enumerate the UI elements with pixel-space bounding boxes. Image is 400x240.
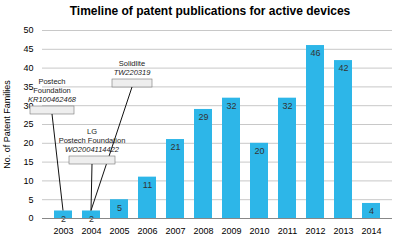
svg-text:20: 20: [254, 146, 264, 156]
svg-text:32: 32: [226, 101, 236, 111]
svg-text:2008: 2008: [193, 226, 213, 236]
html-text:Timeline of patent publication: Timeline of patent publications for acti…: [69, 4, 351, 18]
svg-text:2011: 2011: [278, 226, 297, 236]
svg-text:45: 45: [23, 44, 33, 54]
svg-text:PostechFoundationKR100462468: PostechFoundationKR100462468: [28, 77, 77, 104]
svg-text:29: 29: [198, 112, 208, 122]
svg-text:20: 20: [23, 138, 33, 148]
svg-text:46: 46: [310, 48, 320, 58]
svg-text:2003: 2003: [53, 226, 73, 236]
svg-text:LGPostech FoundationWO20041144: LGPostech FoundationWO2004114422: [59, 127, 126, 154]
svg-text:2012: 2012: [305, 226, 325, 236]
svg-text:0: 0: [28, 213, 33, 223]
svg-text:2009: 2009: [221, 226, 241, 236]
svg-text:2004: 2004: [81, 226, 101, 236]
svg-text:2: 2: [89, 213, 94, 224]
svg-text:15: 15: [23, 157, 33, 167]
svg-text:11: 11: [143, 180, 152, 190]
svg-text:50: 50: [23, 25, 33, 35]
svg-text:42: 42: [338, 63, 348, 73]
svg-text:2006: 2006: [137, 226, 157, 236]
svg-text:5: 5: [117, 203, 122, 213]
svg-text:10: 10: [23, 176, 33, 186]
svg-text:SolidliteTW220319: SolidliteTW220319: [114, 59, 152, 77]
svg-text:30: 30: [23, 100, 34, 111]
svg-text:2005: 2005: [109, 226, 129, 236]
svg-text:2: 2: [61, 213, 66, 224]
svg-text:2007: 2007: [165, 226, 185, 236]
svg-text:32: 32: [282, 101, 292, 111]
svg-text:25: 25: [23, 119, 33, 129]
svg-text:2014: 2014: [361, 226, 381, 236]
svg-text:21: 21: [170, 142, 180, 152]
svg-text:35: 35: [23, 82, 33, 92]
svg-text:No. of Patent Families: No. of Patent Families: [2, 80, 12, 169]
svg-text:5: 5: [28, 195, 33, 205]
svg-text:4: 4: [369, 206, 374, 216]
svg-text:2010: 2010: [249, 226, 269, 236]
svg-text:40: 40: [23, 63, 33, 73]
svg-text:2013: 2013: [333, 226, 353, 236]
